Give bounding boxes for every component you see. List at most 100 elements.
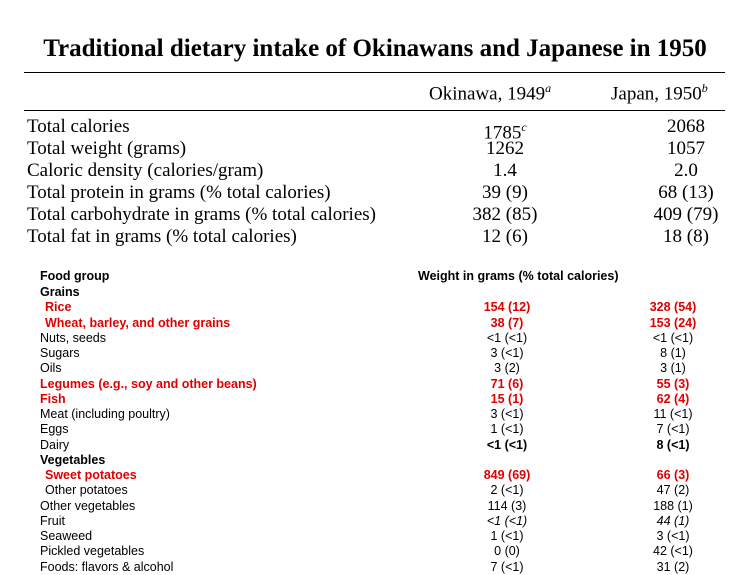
okinawa-weight-value: 849 (69) bbox=[483, 468, 531, 482]
food-group-row: Foods: flavors & alcohol 7 (<1) 31 (2) bbox=[40, 560, 740, 575]
summary-japan-value: 2.0 bbox=[674, 160, 698, 181]
summary-row: Total carbohydrate in grams (% total cal… bbox=[27, 204, 727, 226]
okinawa-weight-value: 1 (<1) bbox=[490, 529, 524, 543]
summary-row-label: Total calories bbox=[27, 116, 130, 137]
food-group-label: Fruit bbox=[40, 513, 65, 528]
japan-weight-value: 11 (<1) bbox=[653, 407, 693, 421]
food-group-row: Sugars 3 (<1) 8 (1) bbox=[40, 346, 740, 361]
summary-okinawa-value-text: 1.4 bbox=[493, 160, 517, 181]
summary-japan-value: 2068 bbox=[667, 116, 705, 137]
summary-okinawa-value-text: 1785 bbox=[483, 122, 522, 144]
food-group-row: Nuts, seeds <1 (<1) <1 (<1) bbox=[40, 331, 740, 346]
summary-okinawa-value: 1262 bbox=[430, 138, 580, 160]
food-group-label: Nuts, seeds bbox=[40, 330, 107, 345]
summary-japan-value: 68 (13) bbox=[658, 182, 714, 203]
summary-okinawa-value: 1785c bbox=[430, 116, 580, 144]
summary-row-label: Total carbohydrate in grams (% total cal… bbox=[27, 204, 376, 225]
food-group-row: Rice 154 (12) 328 (54) bbox=[40, 300, 740, 315]
food-group-label: Sweet potatoes bbox=[45, 468, 137, 482]
okinawa-weight-value: 38 (7) bbox=[490, 315, 524, 330]
col-header-japan: Japan, 1950b bbox=[611, 76, 708, 106]
food-group-label: Legumes (e.g., soy and other beans) bbox=[40, 376, 257, 391]
food-group-row: Wheat, barley, and other grains 38 (7) 153… bbox=[40, 316, 740, 331]
col-header-okinawa-label: Okinawa, 1949 bbox=[429, 83, 546, 105]
japan-weight-value: 44 (1) bbox=[656, 513, 690, 528]
summary-row-label: Total fat in grams (% total calories) bbox=[27, 226, 297, 247]
okinawa-weight-value: 7 (<1) bbox=[490, 559, 524, 574]
japan-weight-value: 7 (<1) bbox=[656, 422, 690, 437]
food-group-label: Seaweed bbox=[40, 529, 93, 543]
food-group-label: Rice bbox=[45, 300, 72, 315]
food-group-label: Other potatoes bbox=[45, 483, 128, 498]
japan-weight-value: 31 (2) bbox=[656, 559, 690, 574]
summary-row-label: Total protein in grams (% total calories… bbox=[27, 182, 331, 203]
col-header-japan-note: b bbox=[701, 81, 708, 95]
food-group-label: Dairy bbox=[40, 437, 70, 452]
okinawa-weight-value: <1 (<1) bbox=[486, 437, 528, 452]
summary-okinawa-value-text: 1262 bbox=[486, 138, 524, 159]
summary-japan-value: 18 (8) bbox=[663, 226, 709, 247]
okinawa-weight-value: 154 (12) bbox=[483, 300, 531, 315]
japan-weight-value: 3 (1) bbox=[660, 361, 686, 376]
japan-weight-value: 66 (3) bbox=[656, 468, 690, 482]
food-group-row: Eggs 1 (<1) 7 (<1) bbox=[40, 422, 740, 437]
page-title: Traditional dietary intake of Okinawans … bbox=[43, 35, 707, 62]
food-group-label: Sugars bbox=[40, 346, 80, 360]
summary-okinawa-value-text: 382 (85) bbox=[472, 204, 538, 225]
food-group-row: Fruit <1 (<1) 44 (1) bbox=[40, 514, 740, 529]
japan-weight-value: 55 (3) bbox=[656, 376, 690, 391]
summary-row: Total protein in grams (% total calories… bbox=[27, 182, 727, 204]
okinawa-weight-value: 15 (1) bbox=[490, 391, 524, 406]
japan-weight-value: <1 (<1) bbox=[652, 330, 694, 345]
summary-row: Caloric density (calories/gram) 1.4 2.0 bbox=[27, 160, 727, 182]
japan-weight-value: 47 (2) bbox=[656, 483, 690, 498]
food-group-row: Legumes (e.g., soy and other beans) 71 (6… bbox=[40, 377, 740, 392]
food-group-label: Meat (including poultry) bbox=[40, 407, 170, 421]
okinawa-weight-value: 1 (<1) bbox=[490, 422, 524, 437]
weight-header: Weight in grams (% total calories) bbox=[418, 269, 619, 283]
top-rule bbox=[24, 72, 725, 73]
summary-row-label: Total weight (grams) bbox=[27, 138, 187, 159]
col-header-okinawa: Okinawa, 1949a bbox=[429, 76, 551, 106]
summary-row: Total calories 1785c 2068 bbox=[27, 116, 727, 143]
okinawa-weight-value: 3 (<1) bbox=[490, 346, 524, 360]
food-group-row: Pickled vegetables 0 (0) 42 (<1) bbox=[40, 544, 740, 559]
food-group-label: Grains bbox=[40, 285, 80, 299]
summary-okinawa-value-text: 39 (9) bbox=[482, 182, 528, 203]
japan-weight-value: 8 (1) bbox=[660, 346, 686, 360]
summary-row: Total weight (grams) 1262 1057 bbox=[27, 138, 727, 160]
summary-okinawa-value-text: 12 (6) bbox=[482, 226, 528, 247]
food-group-label: Fish bbox=[40, 391, 66, 406]
summary-okinawa-value: 12 (6) bbox=[430, 226, 580, 248]
okinawa-weight-value: 71 (6) bbox=[490, 376, 524, 391]
okinawa-weight-value: 3 (2) bbox=[494, 361, 520, 376]
japan-weight-value: 42 (<1) bbox=[653, 544, 693, 559]
summary-japan-value: 1057 bbox=[667, 138, 705, 159]
food-group-header: Food group bbox=[40, 269, 110, 283]
food-group-label: Oils bbox=[40, 361, 62, 376]
food-group-row: Other vegetables 114 (3) 188 (1) bbox=[40, 499, 740, 514]
food-group-label: Eggs bbox=[40, 422, 69, 437]
food-group-row: Meat (including poultry) 3 (<1) 11 (<1) bbox=[40, 407, 740, 422]
japan-weight-value: 153 (24) bbox=[649, 315, 697, 330]
food-group-row: Fish 15 (1) 62 (4) bbox=[40, 392, 740, 407]
summary-row-label: Caloric density (calories/gram) bbox=[27, 160, 264, 181]
food-group-row: Sweet potatoes 849 (69) 66 (3) bbox=[40, 468, 740, 483]
okinawa-weight-value: <1 (<1) bbox=[486, 513, 528, 528]
food-group-label: Vegetables bbox=[40, 452, 106, 467]
japan-weight-value: 3 (<1) bbox=[656, 529, 690, 543]
food-group-label: Wheat, barley, and other grains bbox=[45, 315, 231, 330]
food-group-row: Dairy <1 (<1) 8 (<1) bbox=[40, 438, 740, 453]
food-group-label: Other vegetables bbox=[40, 498, 136, 513]
food-group-row: Grains bbox=[40, 285, 740, 300]
japan-weight-value: 188 (1) bbox=[653, 498, 693, 513]
okinawa-weight-value: 2 (<1) bbox=[490, 483, 524, 498]
col-header-japan-label: Japan, 1950 bbox=[611, 83, 702, 105]
summary-japan-value: 409 (79) bbox=[653, 204, 719, 225]
japan-weight-value: 8 (<1) bbox=[656, 437, 690, 452]
food-group-row: Seaweed 1 (<1) 3 (<1) bbox=[40, 529, 740, 544]
summary-okinawa-value: 39 (9) bbox=[430, 182, 580, 204]
food-group-row: Other potatoes 2 (<1) 47 (2) bbox=[40, 483, 740, 498]
okinawa-weight-value: 0 (0) bbox=[494, 544, 520, 559]
col-header-okinawa-note: a bbox=[545, 81, 552, 95]
